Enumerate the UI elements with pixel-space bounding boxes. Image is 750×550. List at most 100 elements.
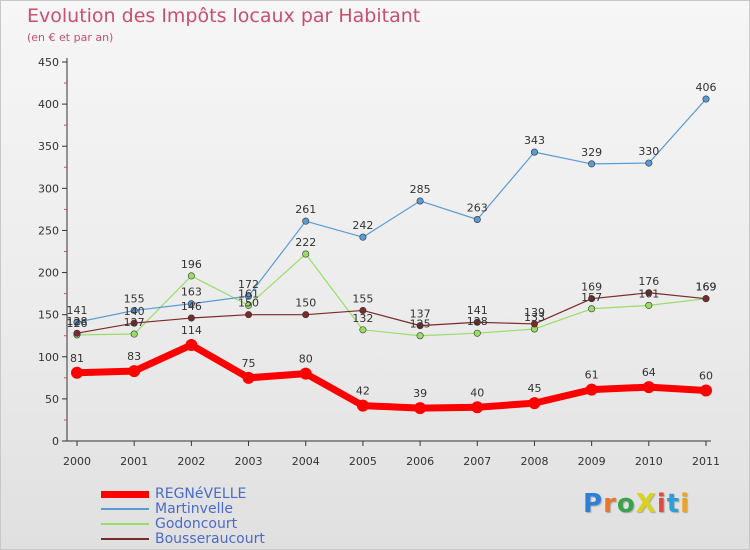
- data-point: [185, 338, 198, 351]
- data-point: [530, 148, 538, 156]
- data-point: [473, 329, 481, 337]
- data-label: 139: [524, 306, 545, 319]
- y-tick-label: 400: [38, 98, 59, 111]
- data-label: 163: [181, 286, 202, 299]
- series-layer: [71, 95, 712, 415]
- data-point: [71, 366, 83, 379]
- data-point: [359, 326, 367, 334]
- chart-title: Evolution des Impôts locaux par Habitant: [27, 5, 421, 27]
- legend-swatch: [101, 491, 149, 498]
- chart-subtitle: (en € et par an): [27, 31, 114, 44]
- x-tick-label: 2011: [692, 455, 720, 468]
- data-point: [588, 305, 596, 313]
- data-point: [359, 233, 367, 241]
- data-label: 261: [295, 203, 316, 216]
- data-label: 161: [238, 287, 259, 300]
- data-point: [414, 402, 427, 415]
- data-point: [73, 318, 81, 326]
- data-label: 64: [642, 366, 656, 379]
- legend-swatch: [101, 508, 149, 510]
- data-label: 169: [696, 281, 717, 294]
- data-point: [242, 371, 255, 384]
- x-tick-label: 2008: [520, 455, 548, 468]
- data-label: 242: [352, 219, 373, 232]
- series-line-godoncourt: [76, 253, 707, 337]
- series-line-regnévelle: [73, 341, 710, 412]
- data-point: [299, 367, 312, 380]
- y-tick-label: 200: [38, 267, 59, 280]
- data-label: 406: [696, 81, 717, 94]
- data-point: [702, 95, 710, 103]
- data-point: [588, 295, 596, 303]
- data-label: 126: [67, 317, 88, 330]
- data-label: 155: [352, 292, 373, 305]
- data-label: 42: [356, 385, 370, 398]
- data-point: [702, 295, 710, 303]
- data-label: 128: [67, 315, 88, 328]
- data-point: [585, 383, 598, 396]
- x-tick-label: 2001: [120, 455, 148, 468]
- data-label: 263: [467, 201, 488, 214]
- data-point: [528, 397, 541, 410]
- legend-label: Bousseraucourt: [155, 531, 265, 547]
- data-point: [416, 332, 424, 340]
- legend-swatch: [101, 538, 149, 540]
- data-label: 137: [410, 308, 431, 321]
- data-point: [130, 330, 138, 338]
- data-label: 157: [581, 291, 602, 304]
- data-label: 343: [524, 134, 545, 147]
- series-line-bousseraucourt: [76, 292, 707, 334]
- data-point: [245, 311, 253, 319]
- data-label: 196: [181, 258, 202, 271]
- data-point: [700, 384, 712, 397]
- data-point: [130, 319, 138, 327]
- data-label: 169: [696, 281, 717, 294]
- data-label: 146: [181, 300, 202, 313]
- data-point: [128, 365, 141, 378]
- data-point: [473, 318, 481, 326]
- series-line-martinvelle: [76, 98, 707, 323]
- axes: 0 50 100 150 200 250 300 350 400 450 2000 2001 2002 2…: [38, 56, 720, 468]
- data-point: [187, 272, 195, 280]
- data-point: [356, 399, 369, 412]
- data-label: 127: [124, 316, 145, 329]
- data-point: [73, 329, 81, 337]
- x-tick-label: 2004: [292, 455, 320, 468]
- data-point: [245, 292, 253, 300]
- x-tick-label: 2002: [177, 455, 205, 468]
- x-tick-label: 2003: [235, 455, 263, 468]
- data-label: 81: [70, 352, 84, 365]
- y-tick-label: 50: [45, 393, 59, 406]
- y-tick-label: 100: [38, 351, 59, 364]
- y-tick-label: 150: [38, 309, 59, 322]
- data-point: [359, 306, 367, 314]
- data-point: [187, 314, 195, 322]
- x-tick-label: 2010: [635, 455, 663, 468]
- data-label: 125: [410, 318, 431, 331]
- proxiti-logo: ProXiti: [583, 489, 691, 519]
- y-tick-label: 350: [38, 140, 59, 153]
- data-label: 150: [295, 297, 316, 310]
- data-label: 60: [699, 369, 713, 382]
- data-point: [645, 289, 653, 297]
- data-point: [302, 311, 310, 319]
- x-tick-label: 2005: [349, 455, 377, 468]
- data-label: 150: [238, 297, 259, 310]
- data-point: [187, 300, 195, 308]
- data-point: [302, 250, 310, 258]
- data-point: [416, 322, 424, 330]
- data-label: 114: [181, 324, 202, 337]
- data-label: 133: [524, 311, 545, 324]
- data-label: 329: [581, 146, 602, 159]
- data-label: 330: [638, 145, 659, 158]
- data-label: 140: [124, 305, 145, 318]
- data-label: 222: [295, 236, 316, 249]
- data-label: 83: [127, 350, 141, 363]
- y-tick-label: 250: [38, 224, 59, 237]
- data-label: 61: [585, 369, 599, 382]
- data-label: 39: [413, 387, 427, 400]
- data-label: 172: [238, 278, 259, 291]
